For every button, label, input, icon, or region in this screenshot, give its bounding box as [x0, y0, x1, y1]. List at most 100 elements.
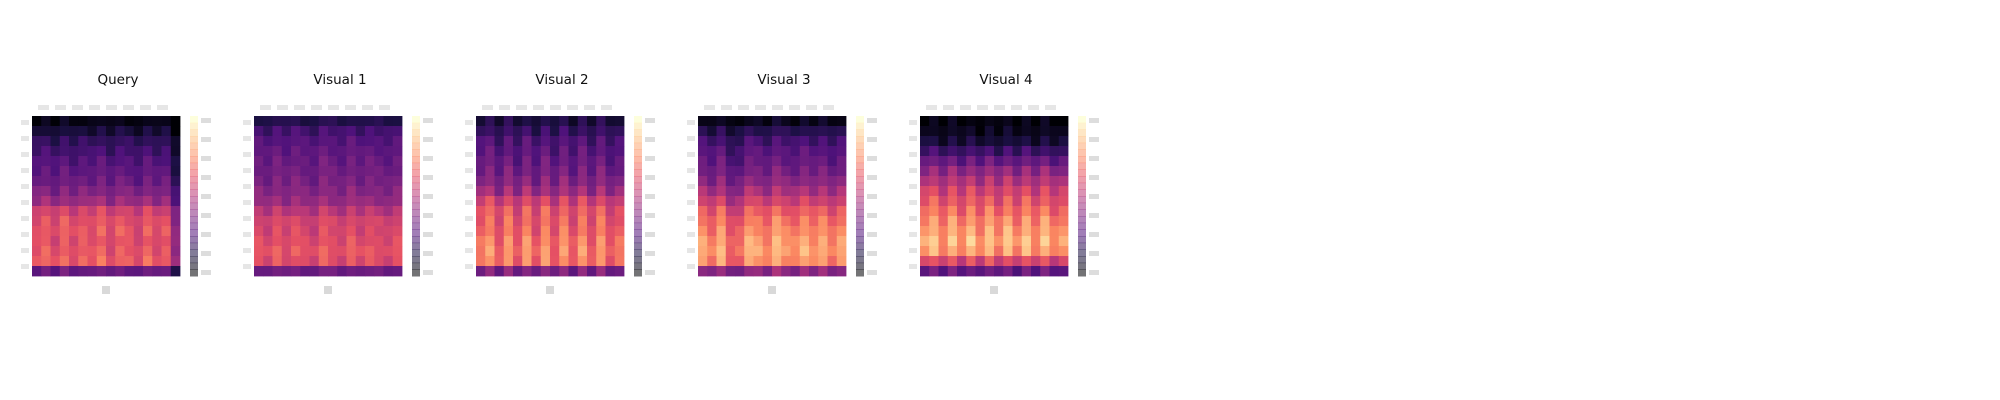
heatmap-cell	[753, 176, 764, 187]
colorbar-segment	[634, 136, 642, 144]
heatmap-cell	[41, 266, 51, 277]
heatmap-cell	[365, 236, 375, 247]
colorbar-segment	[412, 256, 420, 264]
heatmap-cell	[818, 256, 828, 267]
heatmap-cell	[1003, 196, 1013, 207]
colorbar-tick-blur	[867, 118, 877, 123]
heatmap-cell	[485, 266, 495, 277]
colorbar-segment	[634, 129, 642, 137]
heatmap-cell	[957, 266, 967, 277]
heatmap-cell	[818, 126, 828, 137]
heatmap-cell	[614, 186, 625, 197]
heatmap-cell	[124, 126, 135, 137]
heatmap-cell	[494, 246, 505, 257]
colorbar-segment	[1078, 189, 1086, 197]
heatmap-cell	[133, 206, 144, 217]
heatmap-cell	[550, 126, 560, 137]
heatmap-cell	[1012, 236, 1023, 247]
axis-tick-label-blur	[21, 120, 29, 125]
heatmap-cell	[494, 266, 505, 277]
heatmap-cell	[938, 156, 949, 167]
colorbar-segment	[634, 236, 642, 244]
heatmap-cell	[50, 256, 61, 267]
heatmap-cell	[772, 136, 782, 147]
axis-tick-label-blur	[345, 105, 356, 110]
heatmap-cell	[920, 176, 930, 187]
heatmap-cell	[392, 146, 403, 157]
colorbar-segment	[1078, 196, 1086, 204]
heatmap-cell	[374, 166, 384, 177]
axis-label-blur	[546, 286, 554, 294]
heatmap-cell	[762, 226, 773, 237]
heatmap-cell	[337, 186, 347, 197]
colorbar-segment	[634, 176, 642, 184]
heatmap-cell	[318, 136, 329, 147]
colorbar-segment	[190, 256, 198, 264]
heatmap-cell	[96, 136, 107, 147]
heatmap-cell	[522, 266, 532, 277]
heatmap-cell	[587, 236, 597, 247]
heatmap-cell	[309, 236, 320, 247]
heatmap-cell	[550, 166, 560, 177]
heatmap-cell	[753, 226, 764, 237]
heatmap-cell	[577, 266, 588, 277]
heatmap-cell	[1031, 216, 1041, 227]
heatmap-cell	[485, 166, 495, 177]
heatmap-cell	[41, 246, 51, 257]
heatmap-cell	[596, 206, 606, 217]
heatmap-cell	[550, 176, 560, 187]
colorbar-segment	[856, 162, 864, 170]
heatmap-cell	[735, 236, 745, 247]
heatmap-cell	[374, 246, 384, 257]
heatmap-cell	[106, 156, 116, 167]
heatmap-cell	[1049, 116, 1060, 127]
heatmap-cell	[559, 226, 569, 237]
heatmap-cell	[1021, 136, 1032, 147]
heatmap-cell	[1031, 156, 1041, 167]
heatmap-cell	[50, 116, 61, 127]
heatmap-cell	[170, 256, 181, 267]
axis-tick-label-blur	[909, 232, 917, 237]
heatmap-cell	[568, 186, 579, 197]
heatmap-cell	[957, 206, 967, 217]
heatmap-cell	[161, 226, 172, 237]
heatmap-cell	[984, 266, 995, 277]
heatmap-cell	[947, 186, 958, 197]
heatmap-cell	[1031, 136, 1041, 147]
heatmap-cell	[170, 116, 181, 127]
heatmap-cell	[133, 186, 144, 197]
heatmap-cell	[587, 246, 597, 257]
heatmap-cell	[476, 216, 486, 227]
heatmap-cell	[947, 126, 958, 137]
heatmap-cell	[984, 236, 995, 247]
heatmap-cell	[318, 186, 329, 197]
colorbar-segment	[1078, 116, 1086, 124]
heatmap-cell	[318, 236, 329, 247]
heatmap-cell	[124, 186, 135, 197]
heatmap-cell	[476, 266, 486, 277]
heatmap-cell	[115, 226, 125, 237]
heatmap-cell	[87, 266, 98, 277]
heatmap-cell	[568, 206, 579, 217]
axis-tick-label-blur	[465, 184, 473, 189]
colorbar-segment	[412, 189, 420, 197]
colorbar-tick-blur	[1089, 213, 1099, 218]
colorbar-segment	[190, 249, 198, 257]
heatmap-cell	[476, 196, 486, 207]
heatmap-cell	[78, 196, 88, 207]
heatmap-cell	[328, 256, 338, 267]
heatmap-cell	[503, 196, 514, 207]
axis-tick-label-blur	[1011, 105, 1022, 110]
axis-tick-label-blur	[687, 184, 695, 189]
heatmap-cell	[494, 236, 505, 247]
heatmap-cell	[799, 116, 810, 127]
heatmap-cell	[374, 236, 384, 247]
heatmap-cell	[32, 186, 42, 197]
colorbar-segment	[634, 249, 642, 257]
axis-tick-label-blur	[806, 105, 817, 110]
colorbar-segment	[412, 122, 420, 130]
heatmap-cell	[485, 196, 495, 207]
heatmap-cell	[772, 146, 782, 157]
heatmap-cell	[957, 226, 967, 237]
